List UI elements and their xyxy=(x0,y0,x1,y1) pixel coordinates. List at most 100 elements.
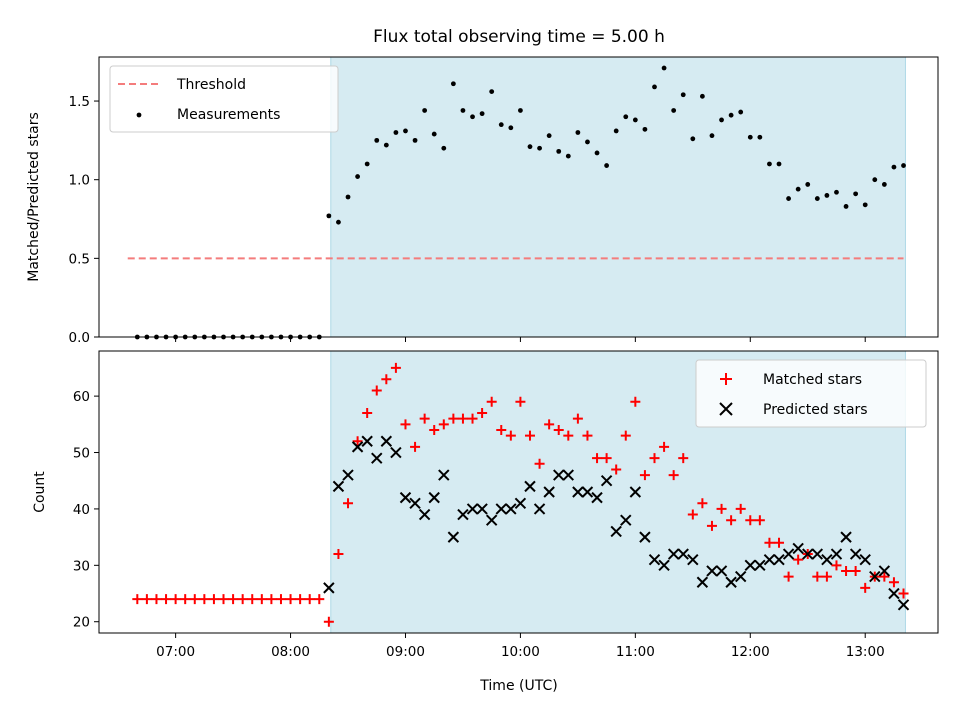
count-x-tick-label: 07:00 xyxy=(156,644,195,660)
measurement-point xyxy=(565,153,571,159)
predicted-star-marker xyxy=(428,491,440,504)
predicted-star-marker xyxy=(754,559,766,572)
predicted-star-marker xyxy=(332,480,345,493)
count-x-tick-label: 09:00 xyxy=(386,644,425,660)
measurement-point xyxy=(431,131,437,137)
matched-star-marker xyxy=(524,430,535,441)
measurement-point xyxy=(537,145,542,151)
predicted-star-marker xyxy=(514,497,527,509)
matched-star-marker xyxy=(486,396,497,407)
matched-star-marker xyxy=(754,515,765,526)
matched-star-marker xyxy=(898,588,909,599)
matched-star-marker xyxy=(410,441,421,452)
matched-star-marker xyxy=(457,413,468,424)
predicted-star-marker xyxy=(581,486,594,498)
matched-star-marker xyxy=(381,374,392,385)
matched-legend-marker xyxy=(720,373,732,385)
measurements-legend-marker xyxy=(136,112,142,118)
matched-star-marker xyxy=(879,571,890,582)
matched-star-marker xyxy=(275,594,286,605)
measurement-point xyxy=(786,196,791,201)
matched-star-marker xyxy=(841,565,852,576)
measurement-point xyxy=(460,108,466,113)
measurement-point xyxy=(393,130,399,135)
ratio-y-tick-label: 0.0 xyxy=(69,330,90,346)
measurement-point xyxy=(728,112,734,118)
predicted-star-marker xyxy=(447,531,460,543)
matched-star-marker xyxy=(783,571,794,582)
ratio-y-axis-label: Matched/Predicted stars xyxy=(26,112,42,282)
measurement-points xyxy=(134,65,906,340)
matched-star-marker xyxy=(678,453,689,464)
measurement-point xyxy=(326,213,332,219)
matched-star-marker xyxy=(774,537,785,548)
matched-star-marker xyxy=(189,594,200,605)
predicted-star-marker xyxy=(792,542,804,555)
matched-star-marker xyxy=(161,594,172,605)
predicted-star-marker xyxy=(543,486,555,498)
matched-star-marker xyxy=(668,470,679,481)
chart-title: Flux total observing time = 5.00 h xyxy=(373,27,665,47)
count-panel: 20 30 40 50 60 07:00 08:00 09:00 10:00 11:00 12:00… xyxy=(32,350,939,694)
matched-star-marker xyxy=(228,594,239,605)
matched-star-marker xyxy=(429,424,440,435)
predicted-star-marker xyxy=(648,553,661,566)
matched-star-marker xyxy=(314,594,325,605)
measurement-point xyxy=(441,145,447,151)
measurement-point xyxy=(355,174,360,179)
predicted-stars-points xyxy=(323,435,910,611)
matched-star-marker xyxy=(793,554,804,565)
predicted-star-marker xyxy=(878,565,891,577)
ratio-panel: 0.0 0.5 1.0 1.5 Matched/Predicted stars Thr… xyxy=(26,56,939,346)
matched-star-marker xyxy=(544,419,555,430)
count-x-tick-label: 11:00 xyxy=(616,644,655,660)
matched-star-marker xyxy=(295,594,306,605)
measurement-point xyxy=(470,114,475,120)
measurement-point xyxy=(546,133,552,139)
measurement-point xyxy=(575,130,581,135)
measurement-point xyxy=(364,161,370,167)
predicted-star-marker xyxy=(715,565,728,577)
measurement-point xyxy=(776,161,782,167)
matched-star-marker xyxy=(151,594,162,605)
matched-star-marker xyxy=(390,362,401,373)
measurement-point xyxy=(738,109,744,115)
measurement-point xyxy=(403,128,408,134)
count-y-tick-label: 60 xyxy=(73,389,90,405)
matched-star-marker xyxy=(180,594,191,605)
count-y-tick-label: 30 xyxy=(73,558,90,574)
predicted-star-marker xyxy=(562,469,575,481)
matched-star-marker xyxy=(687,509,698,520)
predicted-star-marker xyxy=(869,570,881,583)
ratio-y-tick-label: 0.5 xyxy=(69,251,90,267)
measurement-point xyxy=(383,142,389,148)
matched-star-marker xyxy=(285,594,296,605)
predicted-legend-label: Predicted stars xyxy=(763,402,868,418)
predicted-star-marker xyxy=(600,475,613,487)
predicted-star-marker xyxy=(524,480,536,493)
matched-star-marker xyxy=(592,453,603,464)
predicted-star-marker xyxy=(849,548,862,560)
predicted-star-marker xyxy=(888,587,900,600)
matched-star-marker xyxy=(448,413,459,424)
measurement-point xyxy=(719,117,724,123)
measurement-point xyxy=(336,219,341,225)
matched-star-marker xyxy=(237,594,248,605)
measurement-point xyxy=(508,125,514,131)
count-x-tick-label: 12:00 xyxy=(731,644,770,660)
observation-window-shade xyxy=(330,56,906,338)
ratio-y-tick-label: 1.5 xyxy=(69,94,90,110)
matched-star-marker xyxy=(218,594,229,605)
measurement-point xyxy=(518,108,523,113)
matched-star-marker xyxy=(745,515,756,526)
predicted-star-marker xyxy=(342,469,354,481)
matched-star-marker xyxy=(419,413,430,424)
measurement-point xyxy=(680,92,686,98)
matched-star-marker xyxy=(477,408,488,419)
predicted-star-marker xyxy=(418,508,431,521)
predicted-star-marker xyxy=(821,553,833,566)
predicted-star-marker xyxy=(505,503,517,515)
matched-star-marker xyxy=(141,594,152,605)
matched-star-marker xyxy=(735,503,746,514)
